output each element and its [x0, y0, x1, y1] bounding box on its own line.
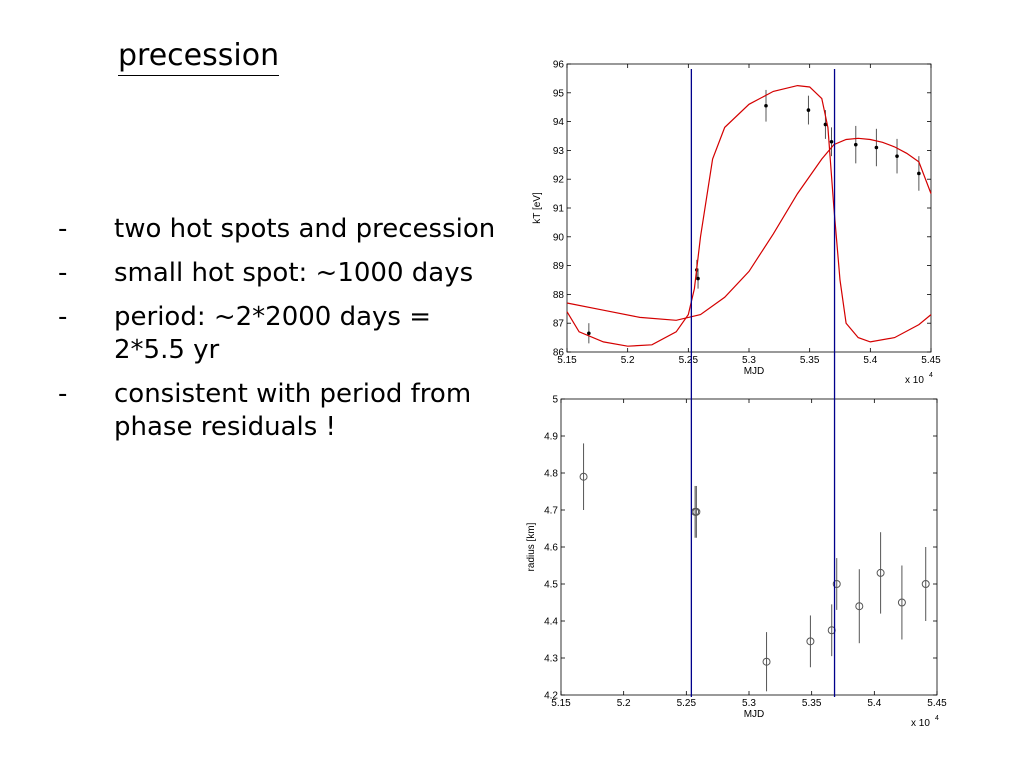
y-tick-label: 89 — [553, 261, 565, 272]
x-tick-label: 5.45 — [927, 698, 947, 709]
y-tick-label: 4.4 — [544, 617, 558, 628]
bullet-item: - period: ~2*2000 days = 2*5.5 yr — [58, 301, 498, 367]
data-point — [696, 276, 700, 281]
bullet-marker: - — [58, 379, 68, 409]
bullet-marker: - — [58, 214, 68, 244]
x-tick-label: 5.15 — [557, 355, 577, 366]
bullet-text: consistent with period from phase residu… — [114, 379, 472, 442]
bullet-marker: - — [58, 302, 68, 332]
x-multiplier-label: x 10 — [905, 375, 924, 386]
x-tick-label: 5.25 — [679, 355, 699, 366]
y-tick-label: 4.8 — [544, 469, 558, 480]
chart-2: 5.15 5.2 5.25 5.3 5.35 5.4 5.45 4.2 4.3 4.4 4.5 4.6… — [526, 395, 947, 730]
bullet-text: two hot spots and precession — [114, 214, 496, 244]
data-point — [827, 626, 836, 635]
model-curve-1 — [566, 84, 932, 347]
y-tick-label: 88 — [553, 290, 565, 301]
bullet-item: - consistent with period from phase resi… — [58, 378, 498, 444]
x-tick-label: 5.25 — [677, 698, 697, 709]
y-tick-label: 4.7 — [544, 506, 558, 517]
data-point — [876, 568, 885, 577]
x-tick-label: 5.35 — [802, 698, 822, 709]
x-axis-label: MJD — [744, 366, 765, 377]
x-tick-label: 5.3 — [742, 698, 756, 709]
y-axis-label: radius [km] — [526, 522, 537, 571]
data-point — [855, 602, 864, 611]
data-point — [832, 580, 841, 588]
chart-1: 5.15 5.2 5.25 5.3 5.35 5.4 5.45 86 87 88 89 90 91 92 9… — [532, 60, 941, 387]
data-point — [897, 598, 906, 607]
data-point — [579, 472, 588, 481]
bullet-text: small hot spot: ~1000 days — [114, 258, 474, 288]
data-point — [895, 154, 899, 158]
data-point — [806, 637, 815, 646]
y-tick-label: 91 — [553, 204, 565, 215]
x-tick-label: 5.4 — [867, 698, 881, 709]
plot-frame — [566, 63, 932, 353]
data-point — [921, 580, 930, 588]
x-multiplier-exponent: 4 — [929, 372, 933, 379]
y-tick-label: 4.2 — [544, 691, 558, 702]
data-point — [806, 108, 811, 112]
bullet-marker: - — [58, 258, 68, 288]
data-point — [692, 507, 701, 516]
y-tick-label: 5 — [552, 395, 558, 406]
model-curve-2 — [566, 137, 932, 321]
bullet-text: period: ~2*2000 days = 2*5.5 yr — [114, 302, 432, 365]
x-multiplier-label: x 10 — [911, 718, 930, 729]
data-point — [762, 657, 771, 666]
x-tick-label: 5.4 — [863, 355, 877, 366]
y-tick-label: 92 — [553, 175, 565, 186]
data-point — [853, 142, 858, 147]
y-tick-label: 95 — [553, 88, 565, 99]
data-point — [764, 103, 768, 108]
y-tick-label: 4.3 — [544, 654, 558, 665]
y-tick-label: 94 — [553, 117, 565, 128]
x-axis-label: MJD — [744, 709, 765, 720]
y-tick-label: 93 — [553, 146, 565, 157]
data-point — [587, 331, 591, 336]
data-point — [874, 145, 879, 150]
x-tick-label: 5.3 — [742, 355, 756, 366]
bullet-list: - two hot spots and precession - small h… — [58, 213, 498, 455]
y-tick-label: 4.5 — [544, 580, 558, 591]
bullet-item: - two hot spots and precession — [58, 213, 498, 246]
x-tick-label: 5.2 — [617, 698, 631, 709]
y-tick-label: 86 — [553, 348, 565, 359]
x-tick-label: 5.2 — [621, 355, 635, 366]
y-tick-label: 4.6 — [544, 543, 558, 554]
x-tick-label: 5.35 — [800, 355, 820, 366]
data-point — [917, 171, 921, 176]
x-tick-label: 5.45 — [921, 355, 941, 366]
y-axis-label: kT [eV] — [532, 192, 543, 224]
slide-title: precession — [118, 38, 280, 76]
y-tick-label: 4.9 — [544, 432, 558, 443]
y-tick-label: 96 — [553, 60, 565, 71]
data-point — [829, 139, 834, 144]
x-multiplier-exponent: 4 — [935, 715, 939, 722]
data-point — [823, 122, 828, 127]
x-tick-label: 5.15 — [551, 698, 571, 709]
y-tick-label: 90 — [553, 232, 565, 243]
y-tick-label: 87 — [553, 319, 565, 330]
bullet-item: - small hot spot: ~1000 days — [58, 257, 498, 290]
